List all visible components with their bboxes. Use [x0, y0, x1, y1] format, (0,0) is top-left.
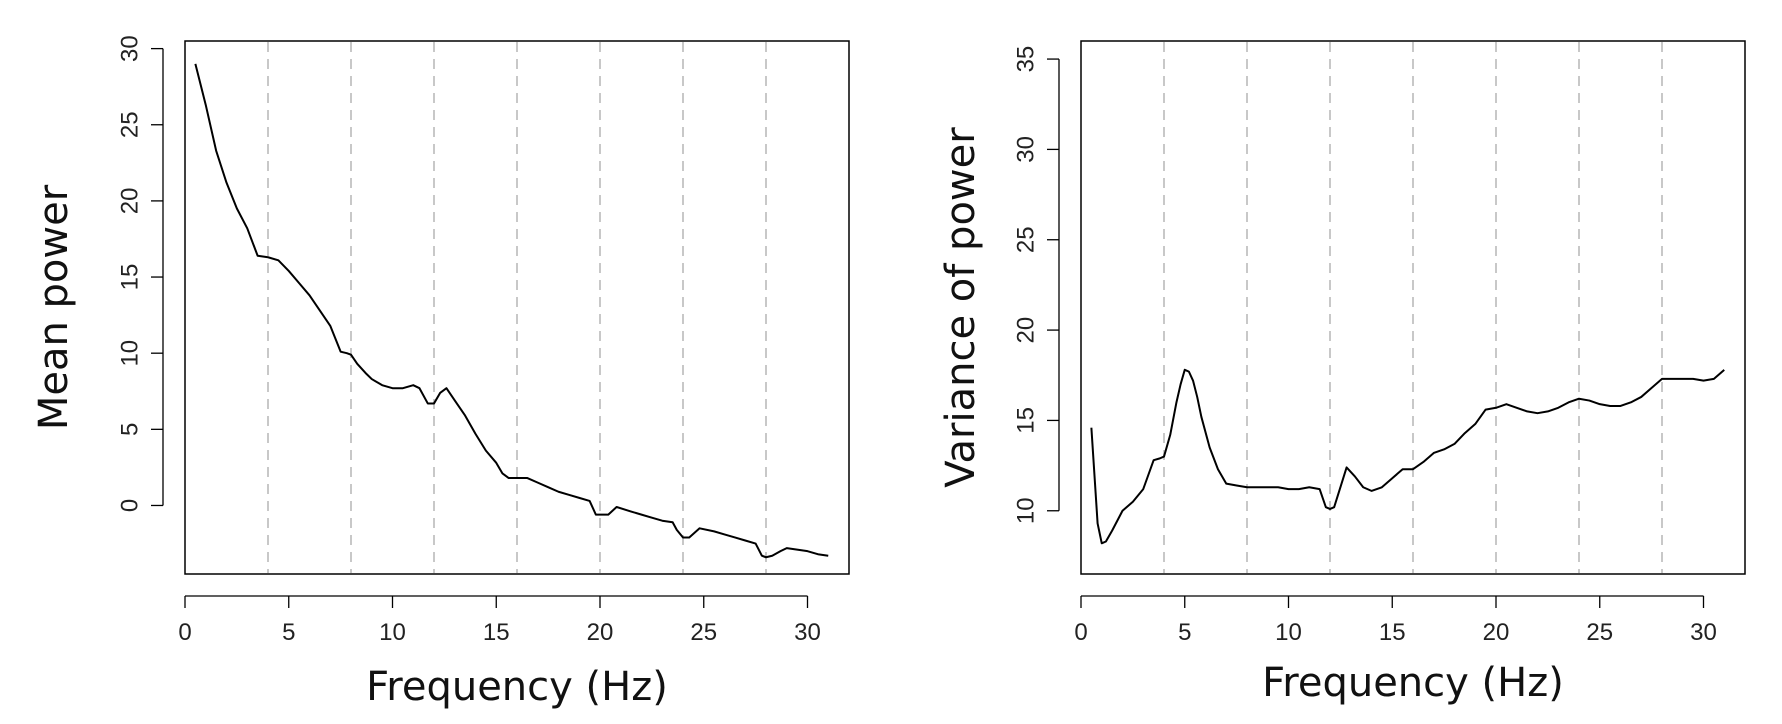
y-tick-label-25: 25 — [1012, 226, 1039, 253]
x-tick-label-30: 30 — [794, 619, 821, 646]
y-axis-title: Variance of power — [938, 127, 984, 488]
y-tick-label-5: 5 — [116, 423, 143, 436]
data-line-0 — [194, 63, 829, 559]
x-tick-label-10: 10 — [1275, 619, 1302, 646]
x-tick-label-0: 0 — [178, 619, 191, 646]
x-tick-label-20: 20 — [587, 619, 614, 646]
x-tick-label-25: 25 — [690, 619, 717, 646]
y-tick-label-25: 25 — [116, 111, 143, 138]
x-tick-label-5: 5 — [282, 619, 295, 646]
x-tick-label-0: 0 — [1074, 619, 1087, 646]
y-tick-label-10: 10 — [1012, 497, 1039, 524]
x-tick-label-10: 10 — [379, 619, 406, 646]
x-axis-title: Frequency (Hz) — [1262, 660, 1564, 706]
plot-frame — [184, 40, 850, 575]
y-tick-label-10: 10 — [116, 340, 143, 367]
y-tick-label-20: 20 — [116, 188, 143, 215]
variance-power-panel: 0 5 10 15 20 25 30 10 15 20 25 30 35 Frequency (Hz) Va… — [938, 40, 1746, 706]
x-tick-label-5: 5 — [1178, 619, 1191, 646]
y-tick-label-0: 0 — [116, 499, 143, 512]
x-tick-label-15: 15 — [483, 619, 510, 646]
plot-frame — [1080, 40, 1746, 575]
x-tick-label-20: 20 — [1483, 619, 1510, 646]
y-tick-label-35: 35 — [1012, 46, 1039, 73]
y-tick-label-15: 15 — [1012, 407, 1039, 434]
y-tick-label-30: 30 — [1012, 136, 1039, 163]
y-tick-label-20: 20 — [1012, 317, 1039, 344]
y-axis-title: Mean power — [31, 184, 77, 430]
mean-power-panel: 0 5 10 15 20 25 30 0 5 10 15 20 25 30 Frequency (Hz) Me… — [31, 35, 850, 710]
x-tick-label-25: 25 — [1586, 619, 1613, 646]
x-tick-label-30: 30 — [1690, 619, 1717, 646]
y-tick-label-15: 15 — [116, 264, 143, 291]
x-tick-label-15: 15 — [1379, 619, 1406, 646]
x-axis-title: Frequency (Hz) — [366, 664, 668, 710]
y-tick-label-30: 30 — [116, 35, 143, 62]
data-line-0 — [1090, 368, 1725, 545]
